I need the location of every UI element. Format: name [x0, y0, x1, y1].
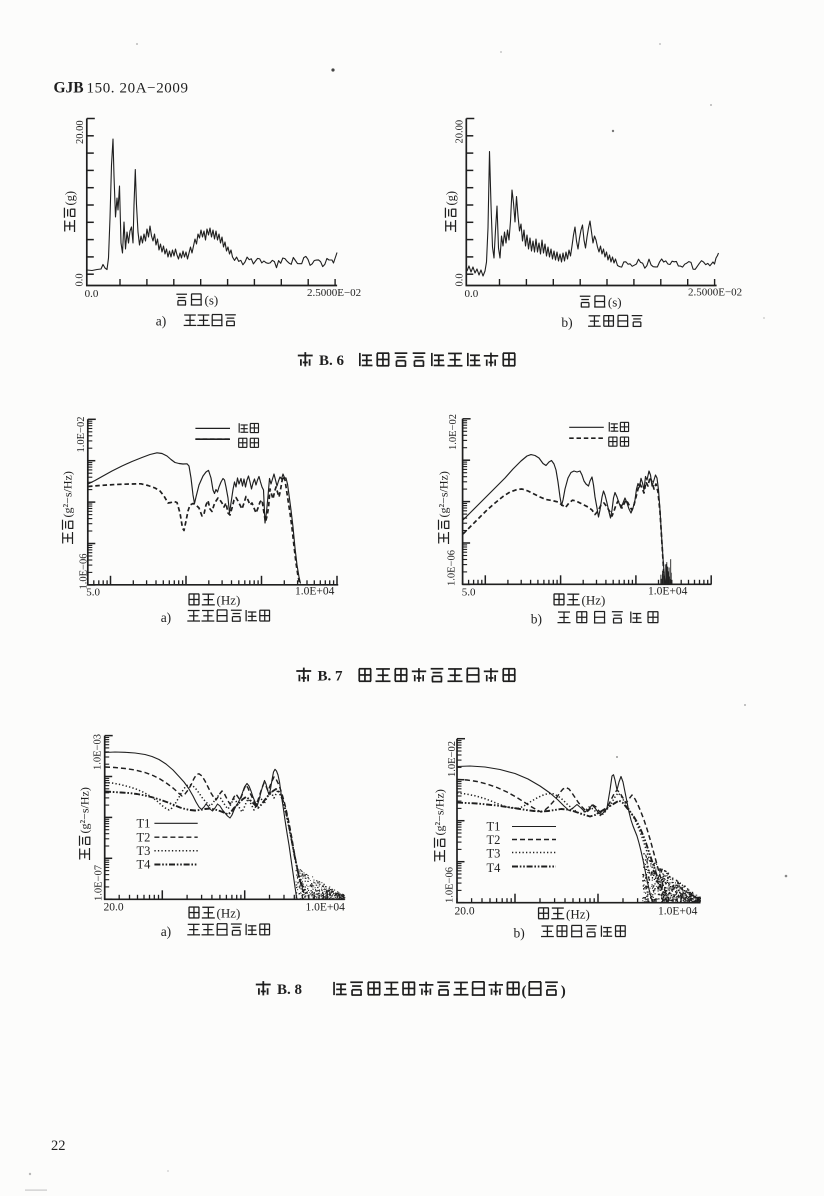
svg-text:b): b): [561, 315, 572, 330]
svg-text:0.0: 0.0: [465, 288, 479, 300]
svg-text:20.0: 20.0: [455, 905, 475, 917]
svg-text:(Hz): (Hz): [217, 906, 241, 921]
svg-text:(g²−s/Hz): (g²−s/Hz): [61, 471, 75, 517]
svg-text:(g): (g): [444, 191, 458, 206]
svg-text:(Hz): (Hz): [566, 906, 590, 921]
svg-text:22: 22: [51, 1138, 66, 1154]
svg-text:(s): (s): [205, 293, 219, 308]
svg-text:1.0E−02: 1.0E−02: [448, 414, 459, 450]
svg-text:1.0E+04: 1.0E+04: [658, 906, 698, 918]
svg-text:1.0E+04: 1.0E+04: [648, 586, 688, 598]
svg-text:(g²−s/Hz): (g²−s/Hz): [433, 789, 447, 835]
svg-text:20.00: 20.00: [455, 120, 466, 144]
svg-text:(: (: [522, 983, 527, 999]
svg-text:B. 7: B. 7: [318, 669, 344, 685]
svg-text:(s): (s): [608, 295, 622, 310]
svg-text:T3: T3: [137, 844, 151, 858]
svg-text:b): b): [531, 612, 542, 627]
svg-text:0.0: 0.0: [75, 273, 86, 286]
svg-text:b): b): [514, 926, 525, 941]
svg-text:B. 6: B. 6: [319, 353, 345, 369]
svg-text:5.0: 5.0: [462, 587, 476, 599]
svg-text:1.0E+04: 1.0E+04: [295, 585, 335, 597]
svg-text:T2: T2: [487, 833, 501, 847]
svg-text:5.0: 5.0: [86, 586, 100, 598]
svg-text:0.0: 0.0: [85, 288, 99, 300]
svg-text:2.5000E−02: 2.5000E−02: [307, 287, 361, 299]
svg-text:B. 8: B. 8: [277, 982, 302, 998]
svg-text:1.0E+04: 1.0E+04: [306, 902, 346, 914]
svg-text:T1: T1: [137, 817, 151, 831]
svg-text:(Hz): (Hz): [582, 592, 606, 607]
svg-text:T2: T2: [137, 830, 151, 844]
svg-text:GJB: GJB: [54, 80, 84, 97]
svg-text:1.0E−07: 1.0E−07: [94, 865, 105, 901]
svg-text:a): a): [156, 314, 167, 329]
svg-text:150. 20A−2009: 150. 20A−2009: [87, 81, 189, 97]
svg-text:a): a): [161, 610, 172, 625]
svg-text:T1: T1: [487, 820, 501, 834]
svg-text:a): a): [161, 924, 172, 939]
svg-text:1.0E−03: 1.0E−03: [92, 734, 103, 770]
svg-text:(Hz): (Hz): [217, 592, 241, 607]
svg-text:1.0E−02: 1.0E−02: [447, 741, 458, 777]
svg-text:1.0E−06: 1.0E−06: [79, 554, 90, 590]
svg-text:0.0: 0.0: [455, 273, 466, 286]
svg-text:(g²−s/Hz): (g²−s/Hz): [78, 787, 92, 833]
svg-text:1.0E−06: 1.0E−06: [447, 550, 458, 586]
svg-text:(g): (g): [63, 191, 77, 206]
svg-text:T4: T4: [487, 861, 502, 875]
svg-text:): ): [561, 983, 566, 999]
svg-text:1.0E−06: 1.0E−06: [445, 867, 456, 903]
svg-text:2.5000E−02: 2.5000E−02: [688, 287, 742, 299]
svg-text:T4: T4: [137, 858, 152, 872]
svg-text:1.0E−02: 1.0E−02: [76, 417, 87, 453]
svg-text:20.00: 20.00: [75, 120, 86, 144]
svg-text:T3: T3: [487, 847, 501, 861]
svg-text:20.0: 20.0: [104, 902, 124, 914]
svg-text:(g²−s/Hz): (g²−s/Hz): [437, 471, 451, 517]
